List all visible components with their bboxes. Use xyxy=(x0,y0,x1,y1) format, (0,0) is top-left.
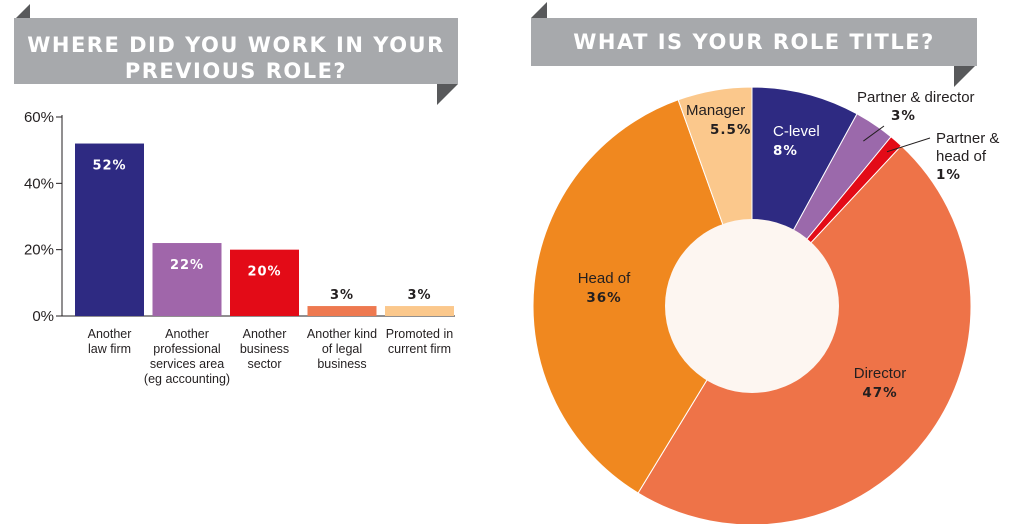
pie-chart-title: WHAT IS YOUR ROLE TITLE? xyxy=(531,18,977,66)
label-c-level-name: C-level xyxy=(773,123,820,140)
x-category-label: Another kind xyxy=(307,327,377,341)
donut-center xyxy=(665,219,839,393)
x-category-label: Another xyxy=(165,327,209,341)
label-partner-director-value: 3% xyxy=(891,108,916,124)
x-category-label: Promoted in xyxy=(386,327,453,341)
bar-value-label: 20% xyxy=(247,265,281,280)
bar-1 xyxy=(75,143,144,316)
x-category-label: Another xyxy=(243,327,287,341)
label-c-level-value: 8% xyxy=(773,143,798,159)
bar-value-label: 22% xyxy=(170,258,204,273)
bar-banner-fold-bottom xyxy=(437,84,458,105)
bar-value-label: 3% xyxy=(330,288,354,303)
x-category-label: services area xyxy=(150,357,224,371)
bar-chart-title-line-2: PREVIOUS ROLE? xyxy=(124,59,348,83)
label-partner-director-name: Partner & director xyxy=(857,89,975,106)
label-manager-name: Manager xyxy=(686,102,745,119)
label-director-name: Director xyxy=(854,365,907,382)
bar-3 xyxy=(230,249,299,316)
y-tick-label: 40% xyxy=(24,175,54,192)
x-category-label: business xyxy=(240,342,289,356)
label-head-of-value: 36% xyxy=(586,290,621,306)
y-tick-label: 0% xyxy=(32,308,54,325)
x-category-label: of legal xyxy=(322,342,362,356)
pie-banner-fold-bottom xyxy=(954,66,975,87)
label-director-value: 47% xyxy=(862,385,897,401)
label-head-of-name: Head of xyxy=(578,270,631,287)
x-category-label: (eg accounting) xyxy=(144,372,230,386)
y-tick-label: 20% xyxy=(24,242,54,259)
x-category-label: current firm xyxy=(388,342,451,356)
bar-banner-fold-top xyxy=(14,4,30,20)
bar-value-label: 52% xyxy=(92,159,126,174)
bar-chart-title: WHERE DID YOU WORK IN YOUR PREVIOUS ROLE… xyxy=(14,18,458,84)
label-manager-value: 5.5% xyxy=(710,122,751,138)
bar-value-label: 3% xyxy=(407,288,431,303)
leader-line-partner-director xyxy=(863,125,885,142)
pie-banner-fold-top xyxy=(531,2,547,18)
bar-2 xyxy=(152,243,222,316)
bar-chart-title-line-1: WHERE DID YOU WORK IN YOUR xyxy=(27,33,445,57)
x-category-label: Another xyxy=(88,327,132,341)
y-tick-label: 60% xyxy=(24,109,54,126)
pie-chart-title-line-1: WHAT IS YOUR ROLE TITLE? xyxy=(573,30,935,54)
label-partner-head-value: 1% xyxy=(936,167,961,183)
bar-5 xyxy=(385,306,454,316)
leader-line-partner-head xyxy=(886,137,931,153)
x-category-label: business xyxy=(317,357,366,371)
bar-4 xyxy=(307,306,377,316)
label-partner-head-name-2: head of xyxy=(936,148,987,165)
x-category-label: sector xyxy=(247,357,281,371)
x-category-label: law firm xyxy=(88,342,131,356)
x-category-label: professional xyxy=(153,342,220,356)
label-partner-head-name-1: Partner & xyxy=(936,130,999,147)
pie-slice-5 xyxy=(532,99,753,494)
